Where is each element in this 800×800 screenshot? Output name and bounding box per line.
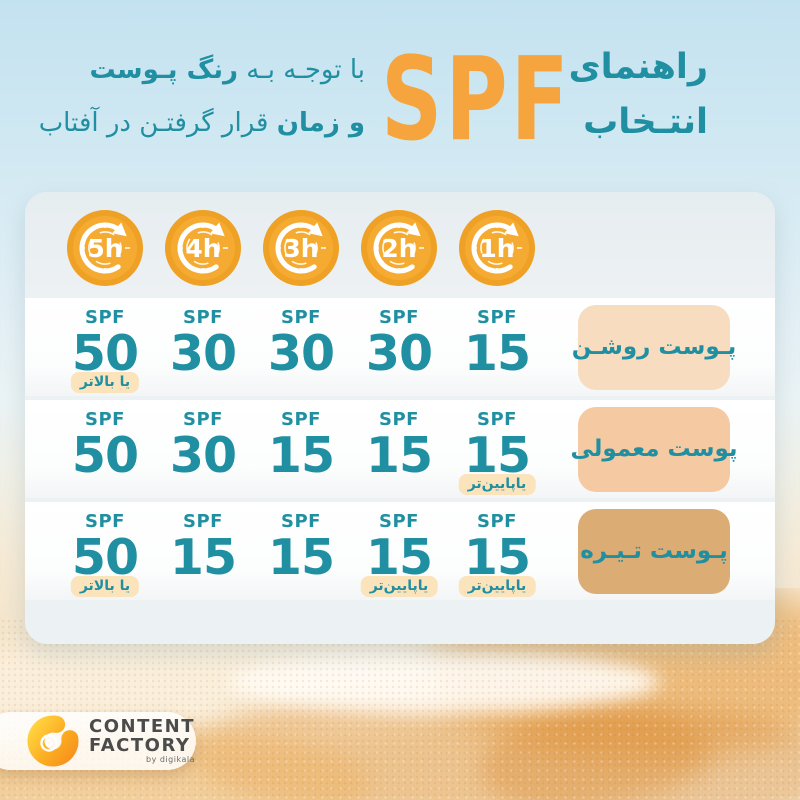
note-badge: یا بالاتر [70, 576, 140, 597]
title-line1: راهنمای [568, 47, 708, 87]
spf-cell: SPF 30 [169, 307, 237, 382]
spf-cell: SPF 30 [267, 307, 335, 382]
clock-4h-icon: 4h [154, 192, 252, 294]
spf-cell: SPF 15 یاپایین‌تر [448, 400, 546, 498]
page-subtitle: با توجـه بـه رنگ پـوست و زمان قرار گرفتـ… [39, 44, 365, 150]
skin-label-dark: پـوست تـیـره [578, 508, 730, 594]
clock-5h-icon: 5h [56, 192, 154, 294]
sand-foam-highlight [230, 650, 660, 714]
spf-cell: SPF 50 یا بالاتر [56, 298, 154, 396]
clock-3h-icon: 3h [252, 192, 350, 294]
svg-text:2h: 2h [381, 234, 416, 263]
clock-1h-icon: 1h [448, 192, 546, 294]
subtitle-line2: و زمان قرار گرفتـن در آفتاب [38, 108, 365, 138]
table-row-dark-skin: SPF 50 یا بالاتر SPF 15 SPF 15 SPF 15 یا… [25, 502, 775, 600]
skin-label-light: پـوست روشـن [572, 304, 736, 390]
spf-cell: SPF 15 [267, 511, 335, 586]
digikala-byline: by digikala [146, 755, 195, 764]
note-badge: یاپایین‌تر [458, 474, 536, 495]
note-badge: یاپایین‌تر [458, 576, 536, 597]
table-row-light-skin: SPF 50 یا بالاتر SPF 30 SPF 30 SPF 30 SP… [25, 298, 775, 396]
table-row-normal-skin: SPF 50 SPF 30 SPF 15 SPF 15 SPF 15 یاپای… [25, 400, 775, 498]
sand-grain-texture [0, 618, 800, 800]
spf-cell: SPF 15 یاپایین‌تر [448, 502, 546, 600]
content-factory-logo: CONTENT FACTORY by digikala [0, 712, 196, 770]
spf-cell: SPF 50 [71, 409, 139, 484]
note-badge: یاپایین‌تر [360, 576, 438, 597]
spf-headline: SPF [381, 33, 572, 167]
spf-table-card: 5h 4h 3h [25, 192, 775, 644]
svg-text:3h: 3h [283, 234, 318, 263]
subtitle-line1: با توجـه بـه رنگ پـوست [89, 55, 366, 85]
content-factory-c-icon [27, 715, 79, 767]
note-badge: یا بالاتر [70, 372, 140, 393]
title-line2: انتـخاب [583, 102, 708, 142]
hours-header-row: 5h 4h 3h [25, 192, 775, 294]
skin-label-normal: پوست معمولی [571, 406, 738, 492]
spf-cell: SPF 30 [365, 307, 433, 382]
content-factory-wordmark: CONTENT FACTORY by digikala [89, 716, 195, 764]
svg-text:5h: 5h [87, 234, 122, 263]
spf-cell: SPF 15 [365, 409, 433, 484]
spf-cell: SPF 15 [463, 307, 531, 382]
spf-cell: SPF 15 [267, 409, 335, 484]
spf-cell: SPF 15 یاپایین‌تر [350, 502, 448, 600]
svg-text:4h: 4h [185, 234, 220, 263]
svg-text:1h: 1h [479, 234, 514, 263]
page-title: راهنمای انتـخاب [569, 40, 708, 150]
spf-cell: SPF 15 [169, 511, 237, 586]
clock-2h-icon: 2h [350, 192, 448, 294]
spf-cell: SPF 50 یا بالاتر [56, 502, 154, 600]
spf-cell: SPF 30 [169, 409, 237, 484]
